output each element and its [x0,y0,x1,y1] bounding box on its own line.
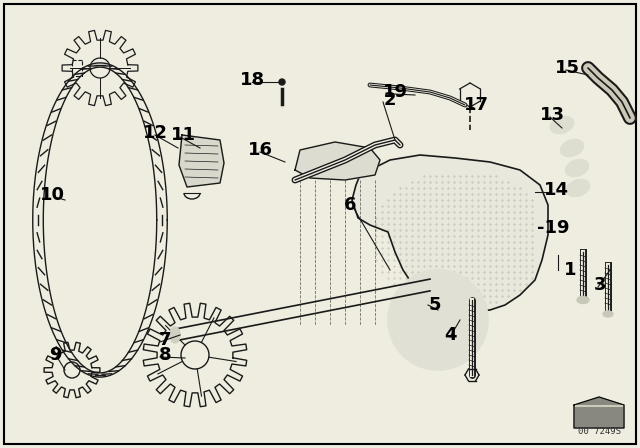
Text: 2: 2 [384,91,396,109]
Text: 11: 11 [170,126,195,144]
Ellipse shape [170,327,180,343]
Polygon shape [295,142,380,180]
Text: 12: 12 [143,124,168,142]
Ellipse shape [577,297,589,303]
Circle shape [279,79,285,85]
Text: 8: 8 [159,346,172,364]
Bar [280,175,420,330]
Ellipse shape [566,180,589,197]
Polygon shape [352,155,548,312]
Text: 7: 7 [159,331,172,349]
Ellipse shape [603,311,613,317]
Text: 1: 1 [564,261,576,279]
Polygon shape [574,397,624,428]
Text: 14: 14 [543,181,568,199]
Ellipse shape [565,159,589,177]
Text: 17: 17 [463,96,488,114]
Bar [270,165,430,340]
Bar [568,393,630,437]
Text: 4: 4 [444,326,456,344]
Text: 13: 13 [540,106,564,124]
Text: 15: 15 [554,59,579,77]
Text: -19: -19 [537,219,569,237]
Text: 5: 5 [429,296,441,314]
Circle shape [388,270,488,370]
Ellipse shape [561,139,584,156]
Text: 16: 16 [248,141,273,159]
Ellipse shape [550,116,573,134]
Text: 3: 3 [594,276,606,294]
Text: 10: 10 [40,186,65,204]
Text: 6: 6 [344,196,356,214]
Text: 18: 18 [239,71,264,89]
Polygon shape [179,135,224,187]
Text: 9: 9 [49,346,61,364]
Text: 00 7249S: 00 7249S [577,426,621,435]
Text: 19: 19 [383,83,408,101]
